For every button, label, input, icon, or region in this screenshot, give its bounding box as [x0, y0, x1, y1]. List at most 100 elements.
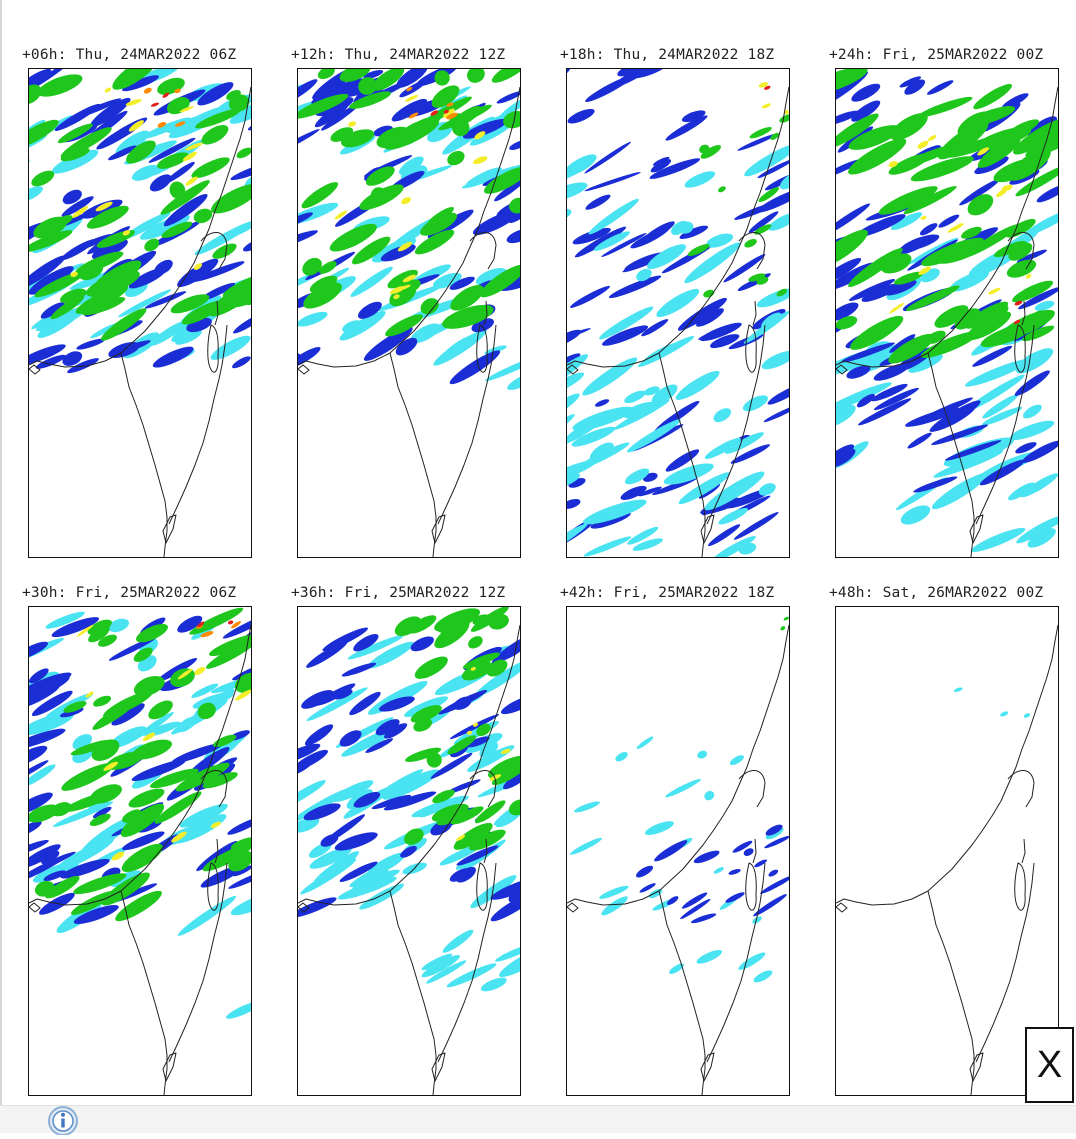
precip-cell: [195, 108, 241, 129]
precip-cell: [152, 346, 194, 368]
precip-cell: [893, 271, 924, 285]
precip-cell: [197, 82, 234, 106]
precip-cell: [475, 268, 507, 286]
precip-cell: [647, 244, 686, 269]
precip-cell: [443, 109, 449, 114]
precip-cell: [60, 239, 96, 261]
precip-cell: [931, 473, 988, 510]
precip-cell: [193, 263, 203, 270]
precip-cell: [405, 279, 421, 292]
precip-cell: [213, 734, 237, 748]
precip-cell: [189, 607, 244, 635]
border-line-east: [975, 862, 1035, 1063]
precipitation-map: [297, 606, 521, 1096]
precip-cell: [29, 641, 48, 660]
precip-cell: [770, 132, 780, 141]
info-icon: [48, 1106, 78, 1136]
precip-cell: [228, 851, 251, 872]
info-button[interactable]: [44, 1103, 82, 1136]
precip-cell: [405, 747, 442, 762]
precip-cell: [382, 769, 440, 800]
border-line-east: [168, 324, 228, 525]
precip-cell: [710, 334, 740, 349]
precip-cell: [401, 197, 412, 205]
precipitation-layer: [298, 607, 520, 992]
precip-cell: [706, 233, 734, 248]
boundaries-layer: [29, 86, 251, 557]
precip-cell: [29, 230, 73, 253]
precipitation-layer: [570, 616, 789, 983]
precip-cell: [162, 92, 170, 98]
precipitation-map: [566, 68, 790, 558]
precip-cell: [371, 794, 412, 810]
frame-left-border: [0, 0, 2, 1105]
precip-cell: [758, 483, 776, 496]
precip-cell: [337, 876, 397, 900]
dead-sea-outline: [1014, 862, 1026, 911]
precip-cell: [943, 437, 1015, 467]
precip-cell: [309, 847, 352, 869]
precip-cell: [156, 658, 198, 682]
precip-cell: [210, 821, 222, 828]
precip-cell: [306, 641, 348, 668]
northern-border: [469, 770, 497, 808]
precip-cell: [89, 784, 122, 804]
precip-cell: [725, 892, 745, 903]
map-canvas: [567, 616, 789, 1095]
precip-cell: [29, 255, 66, 289]
precip-cell: [484, 345, 507, 355]
precip-cell: [168, 105, 232, 139]
precip-cell: [836, 316, 858, 330]
precip-cell: [645, 821, 674, 835]
precip-cell: [848, 248, 903, 288]
precip-cell: [226, 1001, 251, 1019]
precip-cell: [108, 636, 158, 661]
precip-cell: [836, 229, 868, 269]
precip-cell: [977, 136, 1021, 168]
precip-cell: [1022, 353, 1041, 368]
precip-cell: [776, 288, 788, 297]
precip-cell: [73, 905, 119, 924]
precip-cell: [632, 538, 663, 551]
precip-cell: [62, 351, 83, 366]
close-button[interactable]: X: [1025, 1027, 1074, 1103]
precip-cell: [479, 742, 499, 758]
precip-cell: [931, 424, 988, 446]
precip-cell: [450, 806, 484, 825]
precip-cell: [954, 308, 981, 330]
precip-cell: [953, 687, 963, 692]
precip-cell: [406, 86, 413, 92]
precip-cell: [431, 803, 469, 822]
precip-cell: [476, 723, 491, 737]
precip-cell: [395, 337, 418, 356]
precip-cell: [1016, 516, 1058, 544]
border-line-east: [706, 862, 766, 1063]
precip-cell: [298, 780, 326, 809]
precip-cell: [713, 867, 724, 874]
panel-title: +42h: Fri, 25MAR2022 18Z: [560, 585, 775, 601]
precip-cell: [917, 140, 929, 149]
precip-cell: [654, 840, 688, 862]
precip-cell: [339, 730, 362, 747]
precip-cell: [122, 831, 165, 851]
border-line-east: [437, 324, 497, 525]
precip-cell: [836, 203, 871, 237]
jordan-river: [1021, 838, 1026, 864]
precip-cell: [404, 828, 424, 845]
precip-cell: [375, 719, 400, 736]
precip-cell: [490, 891, 520, 922]
precip-cell: [765, 824, 783, 836]
precip-cell: [636, 736, 654, 750]
precip-cell: [433, 329, 487, 366]
precip-cell: [1034, 300, 1055, 311]
precip-cell: [298, 212, 313, 228]
precip-cell: [851, 83, 881, 102]
precip-cell: [993, 158, 1039, 183]
precip-cell: [498, 273, 520, 291]
precip-cell: [298, 743, 321, 764]
precip-cell: [669, 963, 684, 974]
precip-cell: [352, 236, 391, 265]
precip-cell: [399, 80, 427, 98]
precip-cell: [142, 732, 156, 742]
dead-sea-outline: [745, 862, 757, 911]
